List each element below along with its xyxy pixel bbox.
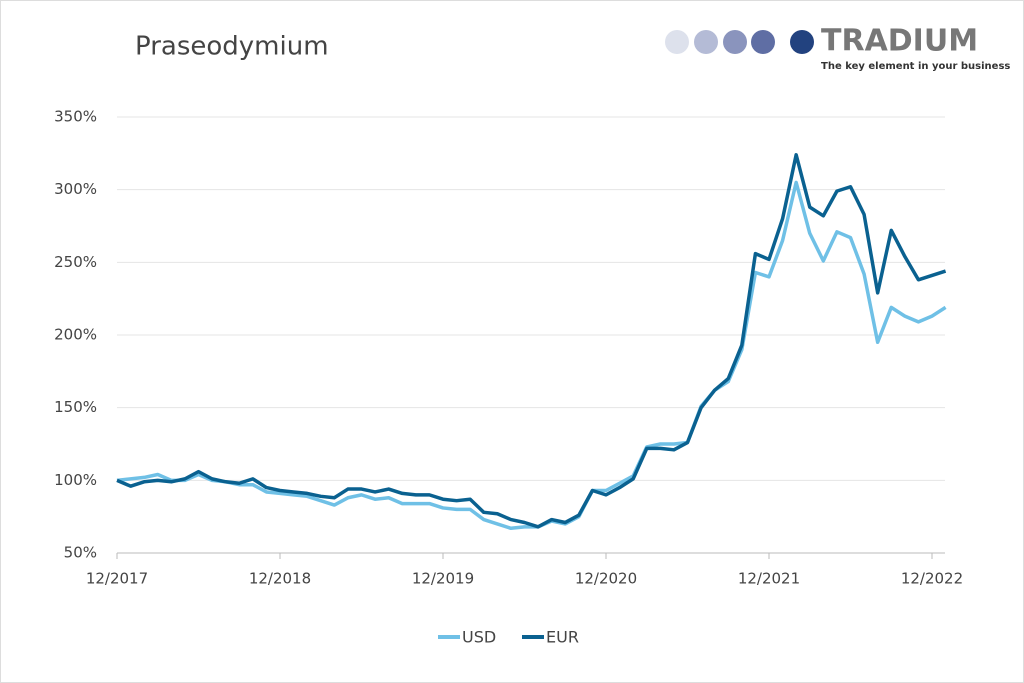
x-tick-label: 12/2017 [86, 570, 148, 588]
y-tick-label: 350% [54, 108, 97, 126]
logo-dot [723, 30, 747, 54]
x-tick-label: 12/2022 [901, 570, 963, 588]
x-tick-label: 12/2019 [412, 570, 474, 588]
logo-tagline: The key element in your business [821, 61, 1010, 72]
x-tick-label: 12/2021 [738, 570, 800, 588]
series-line [116, 153, 947, 529]
y-tick-label: 300% [54, 180, 97, 198]
legend-label: USD [462, 628, 496, 647]
y-tick-label: 200% [54, 326, 97, 344]
logo-dot [665, 30, 689, 54]
y-tick-label: 150% [54, 398, 97, 416]
series-line [116, 180, 947, 531]
y-tick-label: 50% [64, 544, 97, 562]
logo-dot [790, 30, 814, 54]
logo-name: TRADIUM [821, 24, 978, 59]
x-tick-label: 12/2018 [249, 570, 311, 588]
y-tick-label: 250% [54, 253, 97, 271]
x-tick-label: 12/2020 [575, 570, 637, 588]
logo-dot [751, 30, 775, 54]
chart-title: Praseodymium [135, 32, 329, 62]
y-tick-label: 100% [54, 471, 97, 489]
logo: TRADIUM The key element in your business [665, 24, 1010, 72]
legend-label: EUR [546, 628, 579, 647]
logo-dot [694, 30, 718, 54]
